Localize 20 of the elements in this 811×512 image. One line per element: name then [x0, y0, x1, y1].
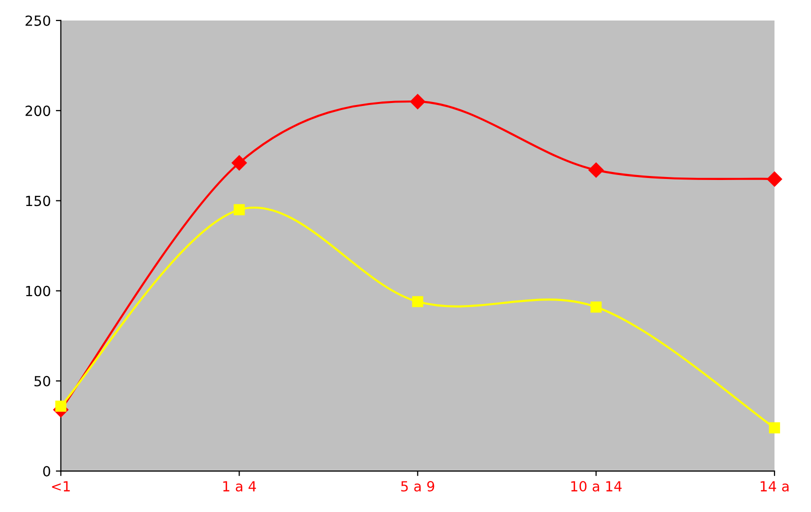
y-tick-label: 200 [26, 106, 50, 116]
point [410, 94, 426, 110]
y-tick-label: 50 [34, 376, 50, 386]
y-tick-label: 100 [26, 286, 50, 296]
y-tick-label: 250 [26, 15, 50, 26]
point [588, 162, 604, 178]
x-tick-label: 10 a 14 [571, 481, 622, 492]
point [766, 172, 782, 187]
y-tick-label: 0 [43, 466, 50, 477]
point [234, 204, 245, 216]
point [412, 296, 424, 308]
point [768, 422, 780, 434]
point [232, 155, 247, 170]
point [55, 400, 66, 412]
x-tick-label: 5 a 9 [401, 481, 434, 492]
point [590, 301, 602, 313]
x-tick-label: <1 [52, 481, 70, 492]
y-tick-label: 150 [26, 196, 50, 206]
x-tick-label: 1 a 4 [223, 481, 256, 492]
x-tick-label: 14 a [760, 481, 789, 492]
